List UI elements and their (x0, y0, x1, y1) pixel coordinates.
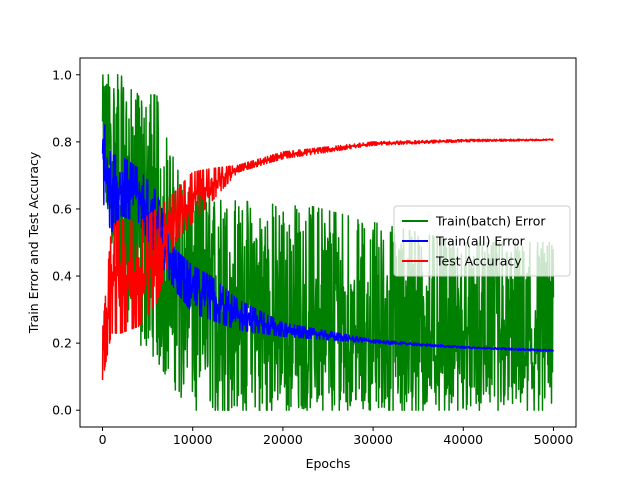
y-tick-label: 0.2 (52, 336, 72, 351)
y-tick-label: 0.4 (52, 269, 72, 284)
x-tick-label: 40000 (443, 432, 483, 447)
y-axis-title: Train Error and Test Accuracy (26, 151, 41, 334)
series-line-train-all-error (101, 124, 555, 353)
legend-label: Test Accuracy (435, 254, 522, 269)
y-tick-label: 1.0 (52, 67, 72, 82)
x-tick-label: 50000 (534, 432, 574, 447)
x-axis-title: Epochs (306, 456, 351, 471)
y-tick-label: 0.8 (52, 134, 72, 149)
legend-label: Train(all) Error (435, 234, 526, 249)
x-tick-label: 10000 (173, 432, 213, 447)
legend-label: Train(batch) Error (435, 214, 546, 229)
plot-frame (79, 57, 577, 428)
y-axis: 0.0 0.2 0.4 0.6 0.8 1.0 (52, 67, 80, 418)
x-axis: 0 10000 20000 30000 40000 50000 (99, 427, 574, 447)
x-tick-label: 30000 (353, 432, 393, 447)
legend: Train(batch) Error Train(all) Error Test A… (393, 205, 571, 277)
legend-box (393, 205, 571, 277)
x-tick-label: 20000 (263, 432, 303, 447)
x-tick-label: 0 (99, 432, 107, 447)
series-line-test-accuracy (101, 138, 554, 381)
y-tick-label: 0.6 (52, 201, 72, 216)
series-layer (101, 74, 555, 411)
y-tick-label: 0.0 (52, 403, 72, 418)
